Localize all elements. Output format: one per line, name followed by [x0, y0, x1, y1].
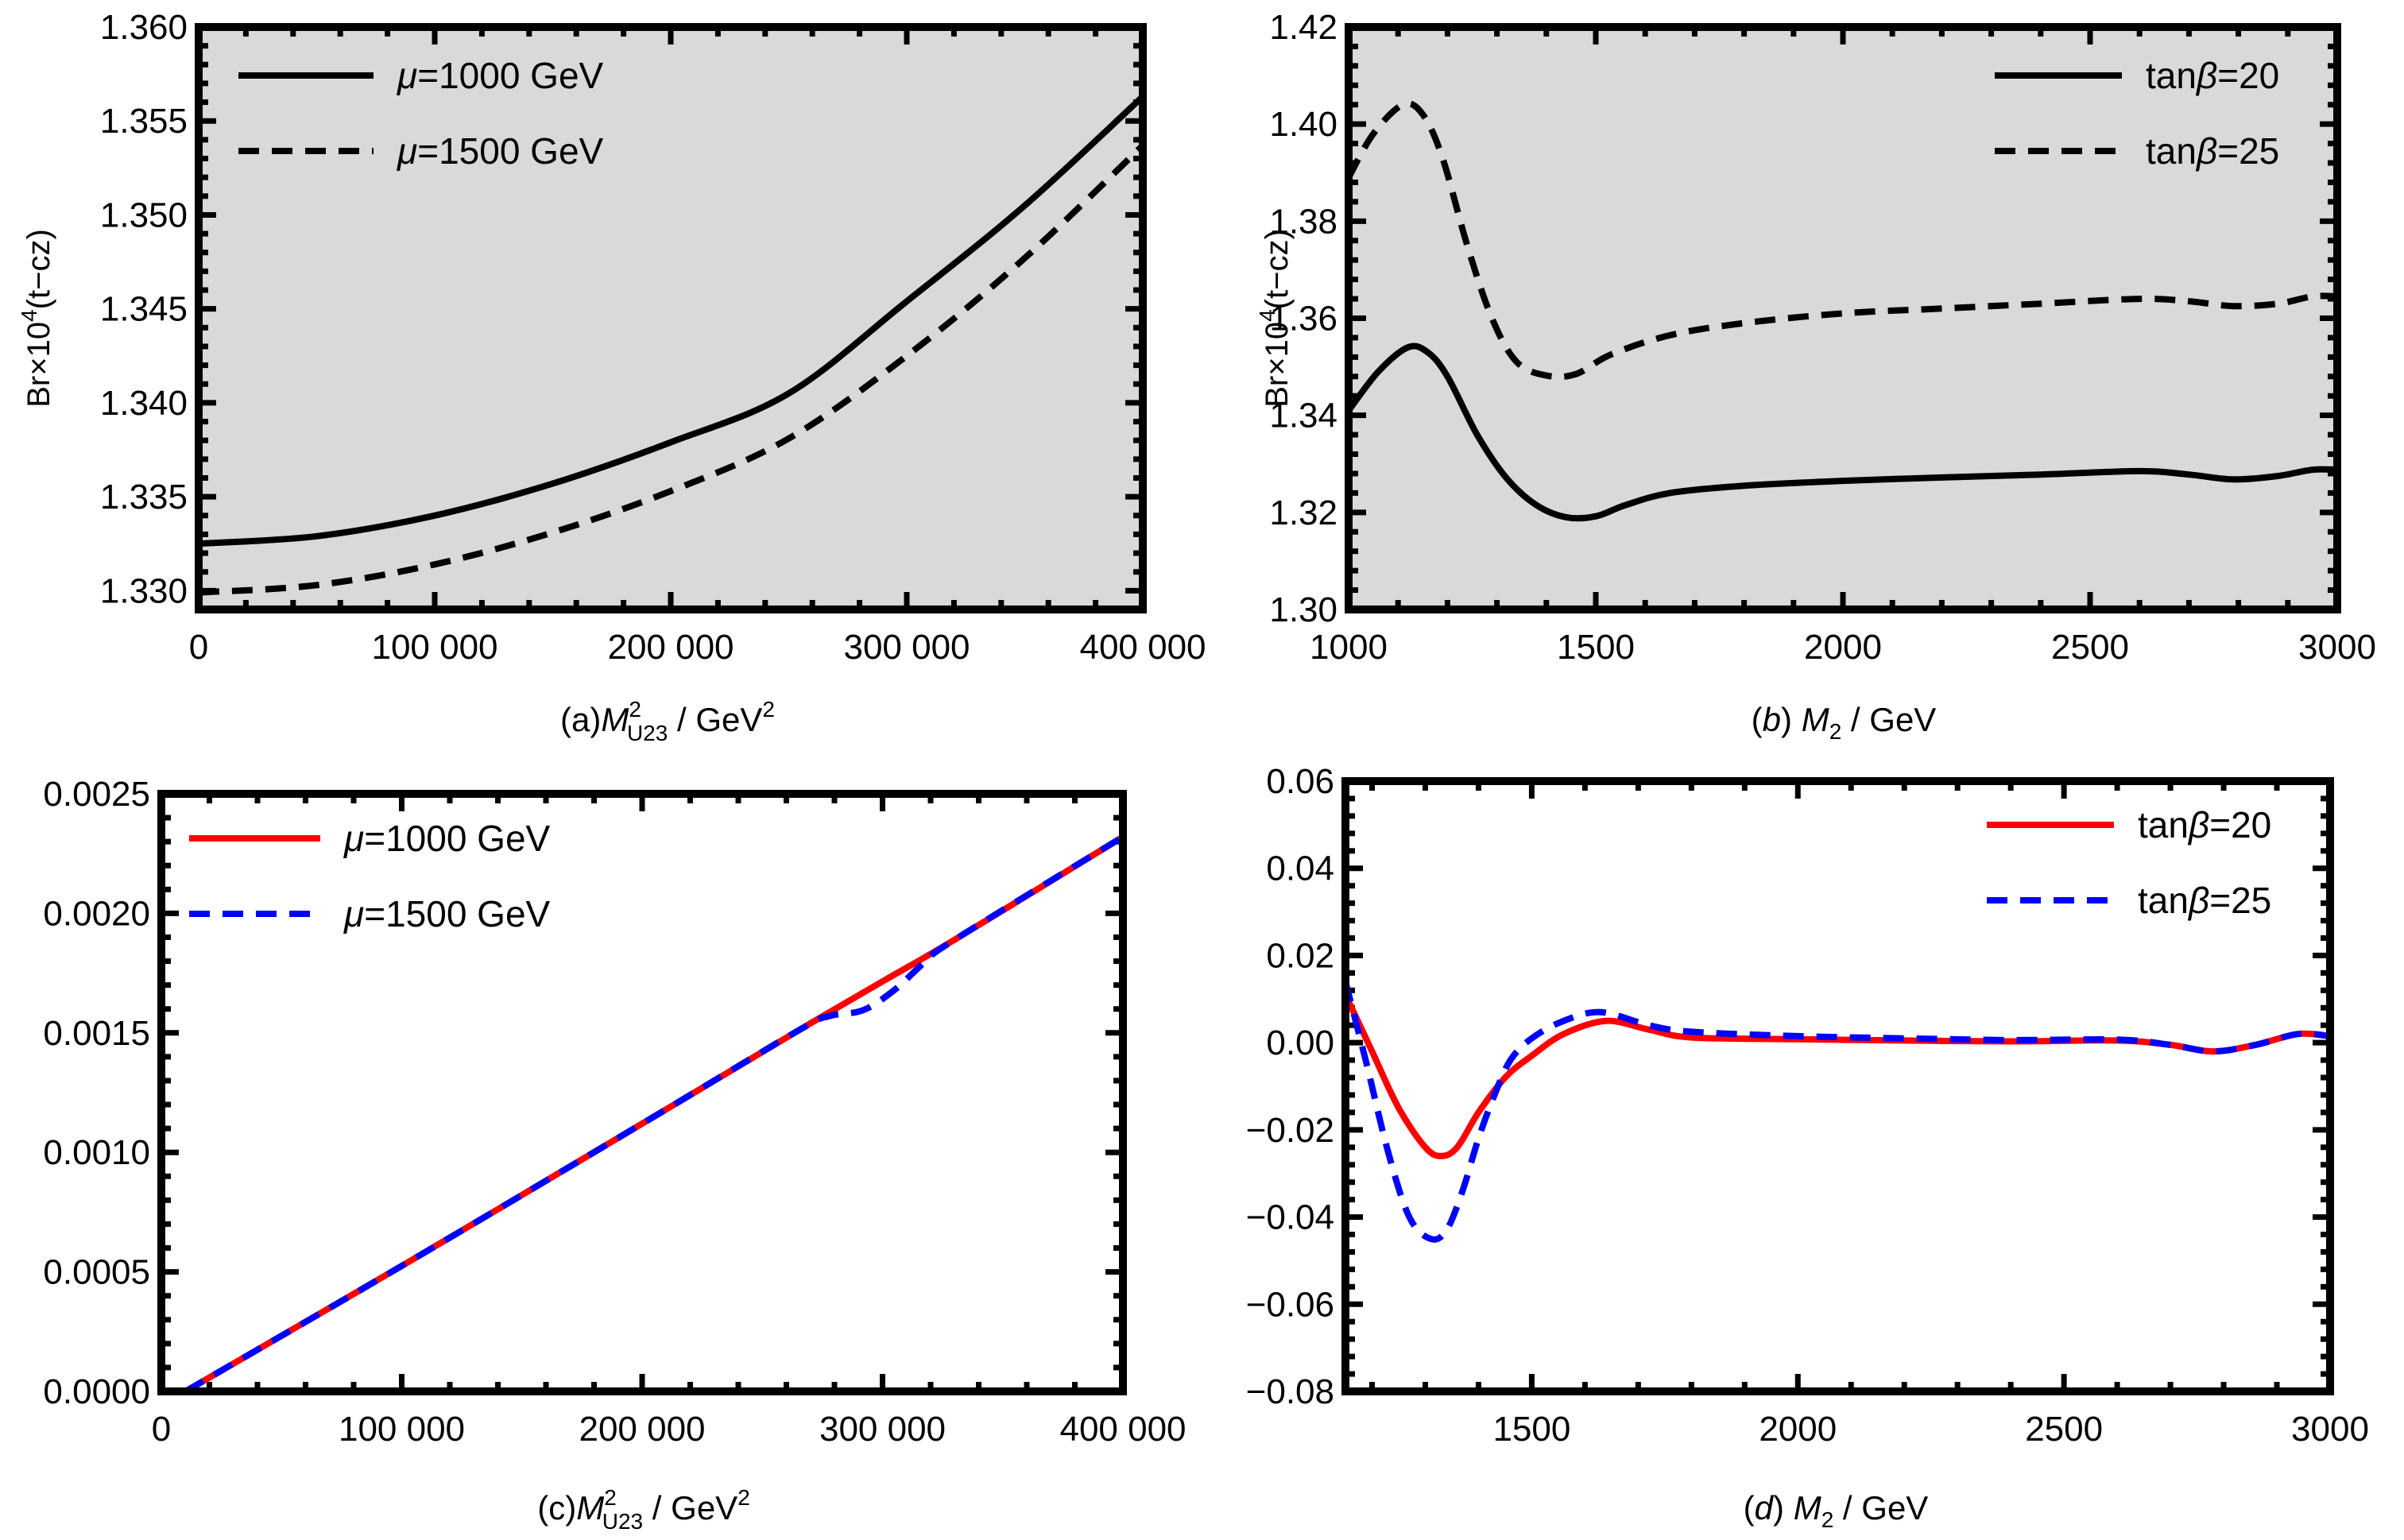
- y-axis-title: Br×104(t−cz): [1255, 229, 1295, 408]
- plot-background: [161, 794, 1123, 1391]
- legend-label-1: μ=1000 GeV: [397, 55, 604, 96]
- x-tick-label: 300 000: [819, 1410, 946, 1449]
- x-axis-title: (c)M2 U23 / GeV2: [537, 1485, 750, 1534]
- y-tick-label: −0.04: [1246, 1198, 1334, 1237]
- x-tick-label: 3000: [2291, 1410, 2369, 1449]
- x-tick-label: 400 000: [1059, 1410, 1186, 1449]
- legend-label-1: tanβ=20: [2146, 55, 2279, 96]
- y-tick-label: 0.0010: [43, 1133, 150, 1172]
- series-line-2: [1345, 981, 2330, 1243]
- x-tick-label: 0: [189, 628, 208, 667]
- plot-frame: [157, 790, 1127, 1395]
- x-tick-label: 0: [152, 1410, 171, 1449]
- plot-background: [199, 27, 1143, 609]
- x-tick-label: 1000: [1310, 628, 1388, 667]
- series-line-2: [1349, 100, 2337, 381]
- panel-c: 0 100 000 200 000 300 000 400 000 0.0000 0.000…: [43, 775, 1186, 1534]
- plot-frame: [195, 23, 1147, 613]
- plot-frame: [1345, 23, 2341, 613]
- y-tick-label: 0.0000: [43, 1372, 150, 1411]
- plot-background: [1345, 781, 2330, 1391]
- x-tick-label: 200 000: [579, 1410, 705, 1449]
- x-tick-label: 2000: [1804, 628, 1882, 667]
- series-line-1: [199, 94, 1143, 548]
- x-tick-label: 2500: [2051, 628, 2129, 667]
- series-line-1: [1349, 342, 2337, 522]
- y-tick-label: −0.08: [1246, 1372, 1334, 1411]
- y-tick-label: 1.330: [100, 571, 188, 610]
- y-tick-label: 1.355: [100, 102, 188, 141]
- x-tick-label: 300 000: [843, 628, 970, 667]
- plot-background: [1349, 27, 2337, 609]
- legend-label-1: tanβ=20: [2138, 804, 2271, 845]
- x-tick-label: 1500: [1557, 628, 1635, 667]
- y-tick-label: 1.335: [100, 478, 188, 517]
- x-axis-title: (b) M2 / GeV: [1752, 701, 1937, 744]
- y-tick-label: 1.34: [1269, 397, 1337, 435]
- plot-frame: [1341, 777, 2334, 1395]
- y-tick-label: 1.36: [1269, 300, 1337, 339]
- series-line-2: [199, 143, 1143, 596]
- panel-a: 0 100 000 200 000 300 000 400 000 1.330 1.335 1…: [17, 8, 1206, 745]
- y-tick-label: 1.340: [100, 384, 188, 423]
- x-tick-label: 100 000: [371, 628, 497, 667]
- y-axis-title: Br×104(t−cz): [17, 229, 56, 408]
- y-tick-label: 0.02: [1266, 936, 1334, 975]
- x-axis-title: (d) M2 / GeV: [1744, 1489, 1929, 1532]
- x-tick-label: 2000: [1759, 1410, 1837, 1449]
- x-tick-label: 2500: [2025, 1410, 2103, 1449]
- x-tick-label: 400 000: [1079, 628, 1206, 667]
- panel-b: 1000 1500 2000 2500 3000 1.30 1.32 1.34 1.36 1.38…: [1255, 8, 2376, 744]
- y-tick-label: 0.00: [1266, 1023, 1334, 1062]
- series-line-2: [184, 834, 1123, 1391]
- x-tick-label: 100 000: [339, 1410, 465, 1449]
- panel-d: 1500 2000 2500 3000 −0.08 −0.06 −0.04 −0.02 0.00…: [1246, 762, 2369, 1532]
- y-tick-label: 0.0015: [43, 1014, 150, 1053]
- series-line-1: [1345, 993, 2330, 1159]
- legend-label-2: tanβ=25: [2138, 880, 2271, 921]
- y-tick-label: 1.40: [1269, 105, 1337, 144]
- x-axis-title: (a)M2 U23 / GeV2: [560, 697, 775, 745]
- y-tick-label: 1.38: [1269, 202, 1337, 241]
- y-tick-label: −0.02: [1246, 1111, 1334, 1150]
- x-tick-label: 1500: [1492, 1410, 1570, 1449]
- y-tick-label: −0.06: [1246, 1285, 1334, 1324]
- y-tick-label: 1.42: [1269, 8, 1337, 47]
- y-tick-label: 0.0025: [43, 775, 150, 814]
- y-tick-label: 0.0020: [43, 894, 150, 933]
- y-tick-label: 0.04: [1266, 849, 1334, 888]
- x-tick-label: 3000: [2298, 628, 2376, 667]
- y-tick-label: 1.350: [100, 195, 188, 234]
- y-tick-label: 1.360: [100, 8, 188, 47]
- y-tick-label: 1.32: [1269, 493, 1337, 532]
- legend-label-2: tanβ=25: [2146, 130, 2279, 172]
- y-tick-label: 0.0005: [43, 1253, 150, 1292]
- x-tick-label: 200 000: [607, 628, 734, 667]
- legend-label-1: μ=1000 GeV: [343, 818, 551, 859]
- y-tick-label: 0.06: [1266, 762, 1334, 801]
- y-tick-label: 1.345: [100, 290, 188, 329]
- legend-label-2: μ=1500 GeV: [397, 130, 604, 172]
- legend-label-2: μ=1500 GeV: [343, 893, 551, 934]
- y-tick-label: 1.30: [1269, 590, 1337, 629]
